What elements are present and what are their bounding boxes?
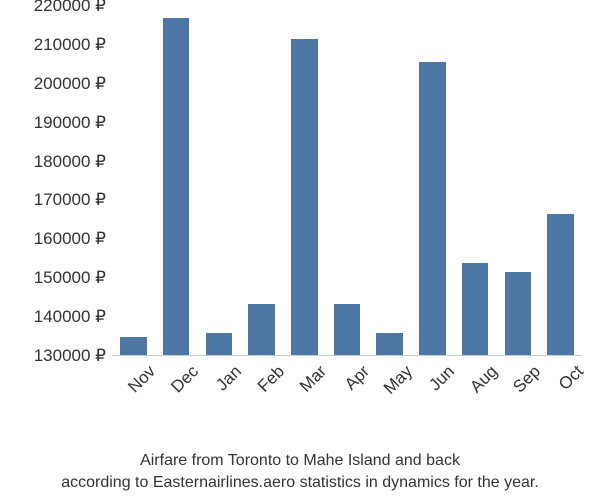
gridline bbox=[112, 84, 582, 85]
ytick-label: 190000 ₽ bbox=[34, 113, 112, 133]
bars-layer bbox=[112, 6, 582, 356]
xtick-label: Aug bbox=[461, 356, 502, 397]
xtick-label: Sep bbox=[504, 356, 545, 397]
bar bbox=[505, 272, 531, 356]
gridline bbox=[112, 317, 582, 318]
ytick-label: 130000 ₽ bbox=[34, 346, 112, 366]
ytick-label: 220000 ₽ bbox=[34, 0, 112, 16]
bar bbox=[120, 337, 146, 356]
bar bbox=[376, 333, 402, 356]
gridline bbox=[112, 45, 582, 46]
airfare-bar-chart: 130000 ₽ 140000 ₽ 150000 ₽ 160000 ₽ 170000 ₽… bbox=[0, 0, 600, 500]
chart-caption: Airfare from Toronto to Mahe Island and … bbox=[0, 450, 600, 493]
xtick-label: Oct bbox=[549, 356, 588, 395]
bar bbox=[547, 214, 573, 356]
gridline bbox=[112, 200, 582, 201]
xtick-label: Dec bbox=[162, 356, 203, 397]
gridline bbox=[112, 162, 582, 163]
ytick-label: 160000 ₽ bbox=[34, 229, 112, 249]
xtick-label: Jan bbox=[206, 356, 245, 395]
ytick-label: 170000 ₽ bbox=[34, 190, 112, 210]
bar bbox=[462, 263, 488, 356]
xtick-label: Jun bbox=[420, 356, 459, 395]
bar bbox=[248, 304, 274, 357]
bar bbox=[163, 18, 189, 356]
bar bbox=[291, 39, 317, 356]
ytick-label: 150000 ₽ bbox=[34, 268, 112, 288]
xtick-label: Apr bbox=[335, 356, 374, 395]
xtick-label: Mar bbox=[291, 356, 332, 397]
gridline bbox=[112, 123, 582, 124]
plot-area: 130000 ₽140000 ₽150000 ₽160000 ₽170000 ₽… bbox=[112, 6, 582, 356]
xtick-label: Feb bbox=[248, 356, 289, 397]
bar bbox=[206, 333, 232, 356]
bar bbox=[334, 304, 360, 357]
xtick-label: May bbox=[374, 356, 417, 399]
gridline bbox=[112, 239, 582, 240]
gridline bbox=[112, 6, 582, 7]
bar bbox=[419, 62, 445, 356]
ytick-label: 210000 ₽ bbox=[34, 35, 112, 55]
gridline bbox=[112, 278, 582, 279]
xtick-label: Nov bbox=[119, 356, 160, 397]
ytick-label: 200000 ₽ bbox=[34, 74, 112, 94]
ytick-label: 140000 ₽ bbox=[34, 307, 112, 327]
ytick-label: 180000 ₽ bbox=[34, 152, 112, 172]
